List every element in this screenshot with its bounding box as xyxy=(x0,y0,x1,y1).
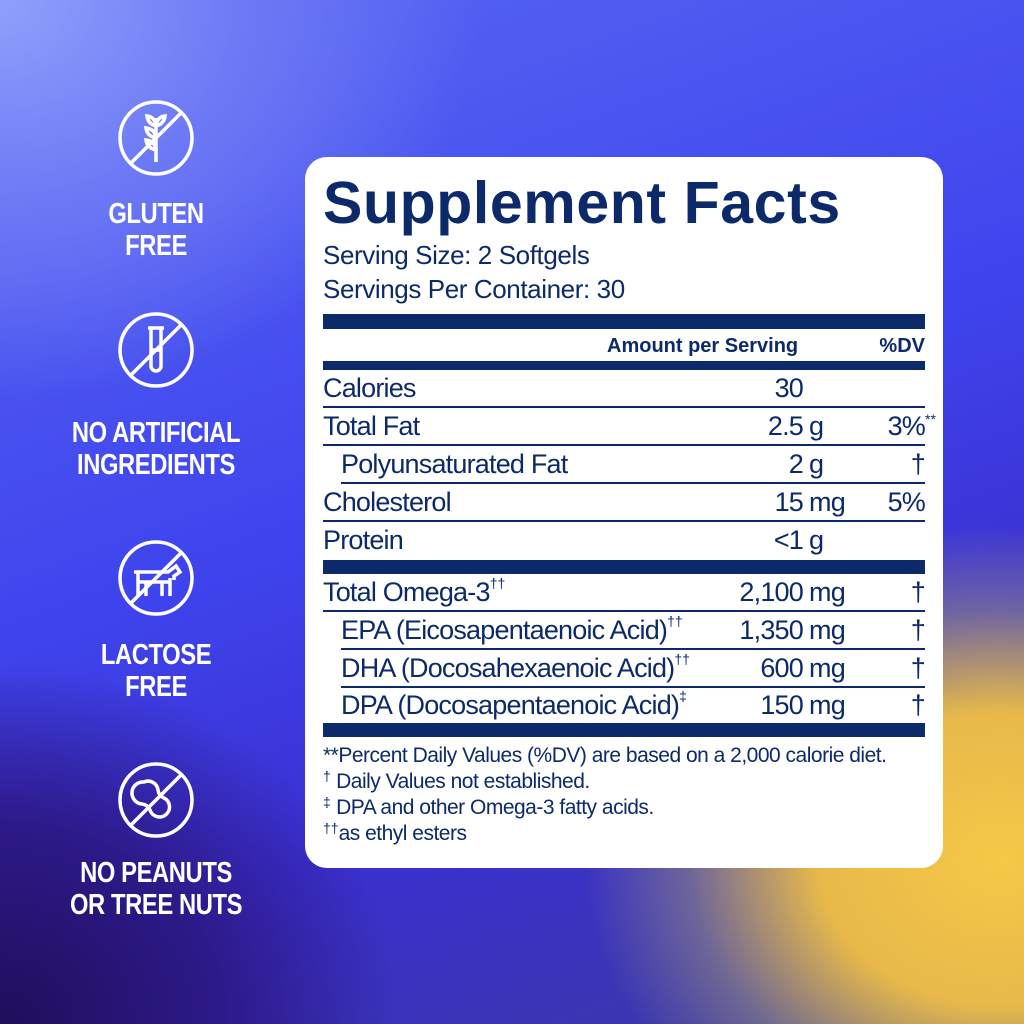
nutrient-amount: 2,100 xyxy=(739,577,803,607)
name-text: DPA (Docosapentaenoic Acid) xyxy=(341,690,680,720)
nutrient-dv: 5% xyxy=(887,487,926,517)
dv-mark: ** xyxy=(925,411,936,427)
wheat-crossed-icon xyxy=(118,100,194,176)
nutrient-name: Cholesterol xyxy=(323,487,452,517)
nutrient-dv: † xyxy=(910,653,926,683)
badge-line: FREE xyxy=(125,230,187,262)
badge-label: NO PEANUTS OR TREE NUTS xyxy=(61,857,251,921)
fact-row-cholesterol: Cholesterol 15 mg 5% xyxy=(323,484,926,522)
footnote-mark: † xyxy=(323,768,331,784)
nutrient-dv: 3% ** xyxy=(887,411,936,442)
peanut-crossed-icon xyxy=(118,762,194,838)
badge-line: FREE xyxy=(125,671,187,703)
divider-thick xyxy=(323,361,925,370)
divider-thick xyxy=(323,560,925,574)
cow-crossed-icon xyxy=(118,540,194,616)
footnote-mark: ** xyxy=(323,744,339,767)
footnote: ††as ethyl esters xyxy=(323,820,467,846)
nutrient-amount: 150 xyxy=(760,690,803,720)
fact-row-total-omega-3: Total Omega-3†† 2,100 mg † xyxy=(323,574,926,612)
badge-line: LACTOSE xyxy=(100,639,212,671)
nutrient-name: Calories xyxy=(323,373,416,403)
facts-title: Supplement Facts xyxy=(323,170,841,236)
nutrient-amount: 15 xyxy=(774,487,804,517)
footnote: † Daily Values not established. xyxy=(323,768,590,794)
footnote-mark: †† xyxy=(489,575,506,591)
footnote-mark: ‡ xyxy=(323,794,331,810)
nutrient-amount: 600 xyxy=(760,653,803,683)
footnote-text: as ethyl esters xyxy=(338,822,467,845)
nutrient-unit: g xyxy=(809,411,824,441)
footnote: **Percent Daily Values (%DV) are based o… xyxy=(323,744,887,768)
badge-line: GLUTEN xyxy=(108,198,204,230)
nutrient-name: Protein xyxy=(323,525,404,555)
footnote-mark: †† xyxy=(667,613,683,629)
nutrient-unit: mg xyxy=(809,577,846,607)
fact-row-dha: DHA (Docosahexaenoic Acid)†† 600 mg † xyxy=(341,650,926,688)
badge-label: GLUTEN FREE xyxy=(61,198,251,262)
nutrient-amount: 2 xyxy=(788,449,804,479)
footnote-text: DPA and other Omega-3 fatty acids. xyxy=(330,796,654,819)
nutrient-dv: † xyxy=(910,577,926,607)
nutrient-name: Total Fat xyxy=(323,411,420,441)
header-dv: %DV xyxy=(879,335,925,357)
fact-row-protein: Protein <1 g xyxy=(323,522,925,560)
badge-label: LACTOSE FREE xyxy=(61,639,251,703)
divider-thick xyxy=(323,723,925,737)
nutrient-amount: 1,350 xyxy=(739,615,803,645)
badge-line: NO PEANUTS xyxy=(80,857,232,889)
nutrient-name: DPA (Docosapentaenoic Acid)‡ xyxy=(341,688,687,721)
footnote-mark: †† xyxy=(674,651,690,667)
servings-per-container: Servings Per Container: 30 xyxy=(323,274,625,304)
fact-row-polyunsaturated-fat: Polyunsaturated Fat 2 g † xyxy=(341,446,926,484)
header-amount: Amount per Serving xyxy=(607,335,799,357)
nutrient-unit: mg xyxy=(809,653,846,683)
nutrient-dv: † xyxy=(910,449,926,479)
footnote: ‡ DPA and other Omega-3 fatty acids. xyxy=(323,794,654,820)
footnote-text: Daily Values not established. xyxy=(330,770,590,793)
badge-line: OR TREE NUTS xyxy=(69,889,243,921)
name-text: DHA (Docosahexaenoic Acid) xyxy=(341,653,675,683)
footnote-text: Percent Daily Values (%DV) are based on … xyxy=(338,744,887,767)
nutrient-amount: 30 xyxy=(774,373,804,403)
dv-value: 3% xyxy=(887,411,926,441)
serving-size: Serving Size: 2 Softgels xyxy=(323,240,590,270)
fact-row-dpa: DPA (Docosapentaenoic Acid)‡ 150 mg † xyxy=(341,687,926,725)
name-text: EPA (Eicosapentaenoic Acid) xyxy=(341,615,668,645)
footnote-mark: †† xyxy=(323,820,339,836)
fact-row-epa: EPA (Eicosapentaenoic Acid)†† 1,350 mg † xyxy=(341,612,926,650)
nutrient-name: EPA (Eicosapentaenoic Acid)†† xyxy=(341,613,683,646)
nutrient-unit: mg xyxy=(809,487,846,517)
badge-label: NO ARTIFICIAL INGREDIENTS xyxy=(61,417,251,481)
nutrient-unit: g xyxy=(809,525,824,555)
nutrient-dv: † xyxy=(910,615,926,645)
nutrient-unit: mg xyxy=(809,690,846,720)
nutrient-name: DHA (Docosahexaenoic Acid)†† xyxy=(341,651,690,684)
nutrient-name: Total Omega-3†† xyxy=(323,575,506,608)
nutrient-amount: <1 xyxy=(773,525,804,555)
badge-line: NO ARTIFICIAL xyxy=(71,417,241,449)
nutrient-unit: g xyxy=(809,449,824,479)
test-tube-crossed-icon xyxy=(118,312,194,388)
nutrient-name: Polyunsaturated Fat xyxy=(341,449,568,479)
divider-thick xyxy=(323,314,925,329)
fact-row-calories: Calories 30 xyxy=(323,370,925,408)
footnote-mark: ‡ xyxy=(679,688,687,704)
badge-line: INGREDIENTS xyxy=(76,449,236,481)
nutrient-dv: † xyxy=(910,690,926,720)
nutrient-unit: mg xyxy=(809,615,846,645)
name-text: Total Omega-3 xyxy=(323,577,490,607)
nutrient-amount: 2.5 xyxy=(767,411,804,441)
fact-row-total-fat: Total Fat 2.5 g 3% ** xyxy=(323,408,936,446)
supplement-facts-panel: Supplement Facts Serving Size: 2 Softgel… xyxy=(305,157,943,868)
